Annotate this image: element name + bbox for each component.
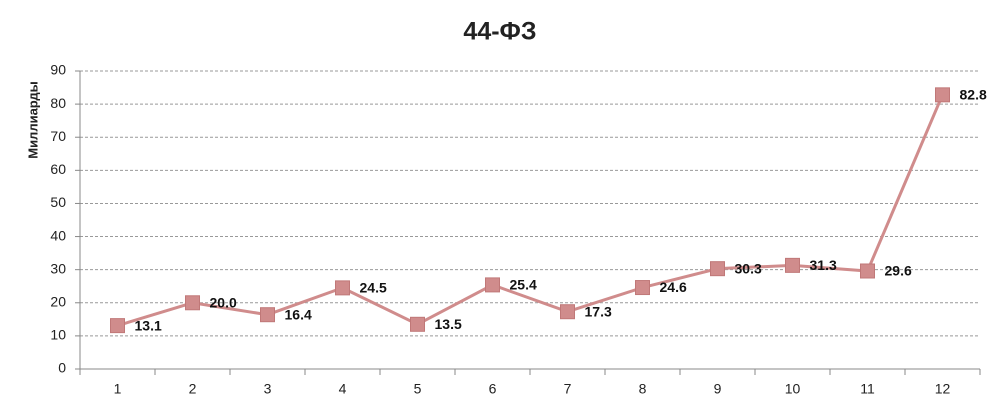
y-tick-label: 10 <box>50 327 66 343</box>
marker <box>185 295 200 311</box>
x-tick-label: 12 <box>935 381 951 397</box>
y-tick-label: 80 <box>50 95 66 111</box>
x-tick-label: 5 <box>414 381 422 397</box>
value-label: 24.5 <box>360 280 387 296</box>
y-tick-label: 50 <box>50 194 66 210</box>
value-label: 13.1 <box>135 317 162 333</box>
value-label: 82.8 <box>960 87 987 103</box>
x-tick-label: 3 <box>264 381 272 397</box>
marker <box>935 87 950 103</box>
value-label: 29.6 <box>885 263 912 279</box>
y-tick-label: 70 <box>50 128 66 144</box>
x-tick-label: 8 <box>639 381 647 397</box>
value-label: 20.0 <box>210 294 237 310</box>
marker <box>785 257 800 273</box>
y-tick-label: 20 <box>50 293 66 309</box>
y-tick-label: 90 <box>50 62 66 78</box>
marker <box>335 280 350 296</box>
value-label: 25.4 <box>510 277 537 293</box>
value-label: 31.3 <box>810 257 837 273</box>
line <box>117 94 944 328</box>
value-label: 30.3 <box>735 260 762 276</box>
marker <box>860 263 875 279</box>
x-tick-label: 11 <box>860 381 875 397</box>
y-tick-label: 40 <box>50 227 66 243</box>
x-tick-label: 2 <box>189 381 197 397</box>
marker <box>110 318 125 334</box>
x-tick-label: 4 <box>339 381 347 397</box>
x-tick-label: 6 <box>489 381 497 397</box>
marker <box>410 316 425 332</box>
x-tick-label: 7 <box>564 381 572 397</box>
marker <box>485 277 500 293</box>
marker <box>635 280 650 296</box>
y-axis-label: Миллиарды <box>25 81 40 159</box>
value-label: 13.5 <box>435 316 462 332</box>
y-tick-label: 0 <box>58 360 66 376</box>
x-tick-label: 9 <box>714 381 722 397</box>
value-label: 17.3 <box>585 303 612 319</box>
y-tick-label: 60 <box>50 161 66 177</box>
value-label: 24.6 <box>660 279 687 295</box>
marker <box>560 304 575 320</box>
marker <box>710 261 725 277</box>
x-tick-label: 10 <box>785 381 801 397</box>
value-label: 16.4 <box>285 306 312 322</box>
x-tick-label: 1 <box>114 381 122 397</box>
y-tick-label: 30 <box>50 260 66 276</box>
marker <box>260 307 275 323</box>
chart-title: 44-ФЗ <box>463 18 536 46</box>
